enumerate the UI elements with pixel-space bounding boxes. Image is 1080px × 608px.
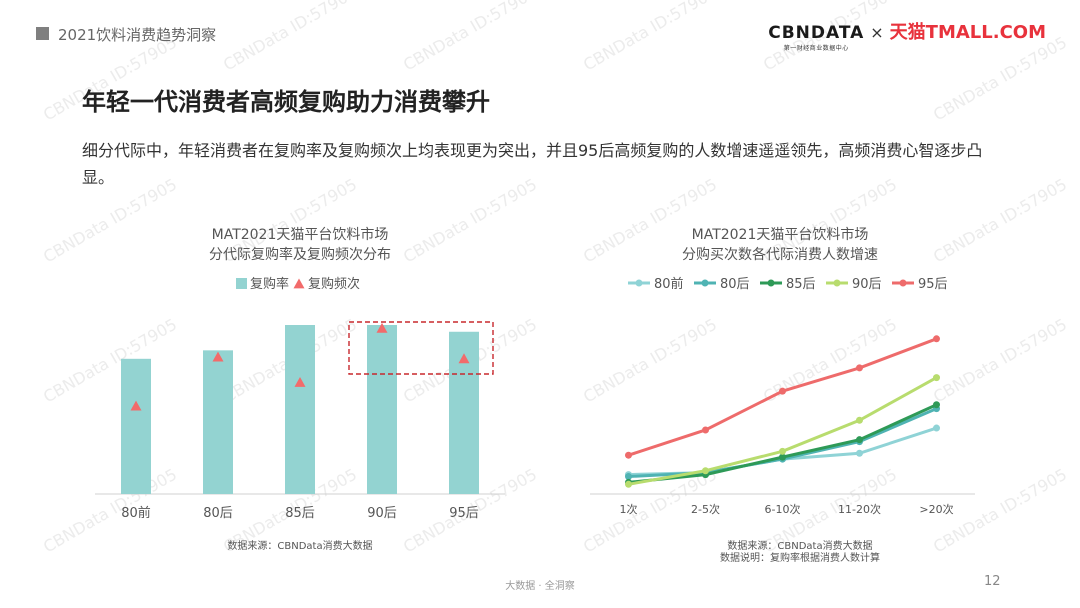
data-point-90后 [702, 467, 709, 475]
logo-separator: × [870, 23, 884, 42]
tmall-logo-text: 天猫TMALL.COM [889, 22, 1046, 43]
x-tick-label: 6-10次 [765, 502, 801, 516]
header-square-icon [36, 27, 49, 40]
triangle-marker-90后 [376, 322, 388, 333]
legend-label-80前: 80前 [654, 276, 684, 292]
right-chart-source-line-1: 数据来源：CBNData消费大数据 [727, 541, 873, 552]
triangle-marker-80前 [130, 400, 142, 411]
triangle-marker-80后 [212, 351, 224, 362]
highlight-box [348, 321, 494, 375]
data-point-90后 [933, 374, 940, 382]
legend-swatch-bar [236, 278, 247, 289]
x-tick-label: 80前 [121, 505, 151, 521]
data-point-95后 [702, 426, 709, 434]
data-point-90后 [856, 416, 863, 424]
report-title: 2021饮料消费趋势洞察 [58, 26, 217, 44]
bar-80后 [203, 350, 233, 494]
left-chart-title: MAT2021天猫平台饮料市场 分代际复购率及复购频次分布 [120, 225, 480, 265]
left-chart-title-line-1: MAT2021天猫平台饮料市场 [211, 227, 389, 243]
data-point-95后 [856, 364, 863, 372]
x-tick-label: 1次 [620, 502, 638, 516]
right-chart-title-line-1: MAT2021天猫平台饮料市场 [691, 227, 869, 243]
right-line-chart: 80前 80后 85后 90后 95后 1次 2-5次 6-10次 11-20次 >20次 [590, 276, 975, 516]
legend-label-90后: 90后 [852, 277, 882, 292]
page-number: 12 [984, 574, 1001, 589]
data-point-90后 [625, 480, 632, 488]
data-point-85后 [856, 436, 863, 444]
legend-label-95后: 95后 [918, 277, 948, 292]
x-tick-label: 2-5次 [691, 502, 720, 516]
data-point-85后 [779, 453, 786, 461]
footer-text: 大数据 · 全洞察 [505, 581, 575, 592]
left-legend: 复购率 复购频次 [236, 276, 360, 292]
series-line-95后 [628, 337, 938, 457]
data-point-95后 [779, 387, 786, 395]
legend-label-bar: 复购率 [250, 276, 289, 292]
legend-marker-85后 [767, 279, 775, 287]
cbndata-logo: CBNDATA 第一财经商业数据中心 [768, 24, 864, 52]
data-point-80前 [856, 449, 863, 457]
data-point-85后 [933, 401, 940, 409]
legend-marker-90后 [833, 279, 841, 287]
legend-swatch-triangle [293, 278, 305, 289]
legend-label-80后: 80后 [720, 277, 750, 292]
right-chart-source-line-2: 数据说明：复购率根据消费人数计算 [720, 553, 880, 564]
bar-85后 [285, 325, 315, 494]
bar-80前 [121, 358, 151, 494]
right-legend: 80前 80后 85后 90后 95后 [628, 276, 948, 292]
cbndata-logo-subtext: 第一财经商业数据中心 [783, 45, 849, 52]
left-chart-source: 数据来源：CBNData消费大数据 [227, 541, 373, 552]
x-tick-label: >20次 [919, 502, 953, 516]
data-point-95后 [625, 451, 632, 459]
x-tick-label: 95后 [449, 506, 479, 521]
legend-marker-80前 [635, 279, 643, 287]
brand-logo: CBNDATA 第一财经商业数据中心 × 天猫TMALL.COM [768, 22, 1046, 53]
page-heading: 年轻一代消费者高频复购助力消费攀升 [82, 88, 490, 116]
legend-marker-80后 [701, 279, 709, 287]
description-text: 细分代际中，年轻消费者在复购率及复购频次上均表现更为突出，并且95后高频复购的人… [82, 141, 983, 187]
x-tick-label: 11-20次 [838, 502, 881, 516]
x-tick-label: 85后 [285, 506, 315, 521]
right-chart-source: 数据来源：CBNData消费大数据 数据说明：复购率根据消费人数计算 [630, 541, 970, 565]
data-point-80后 [625, 473, 632, 481]
x-tick-label: 80后 [203, 506, 233, 521]
x-tick-label: 90后 [367, 506, 397, 521]
cbndata-logo-text: CBNDATA [768, 23, 865, 43]
bar-90后 [367, 325, 397, 494]
left-chart-title-line-2: 分代际复购率及复购频次分布 [209, 247, 391, 263]
data-point-90后 [779, 447, 786, 455]
data-point-95后 [933, 335, 940, 343]
right-chart-title-line-2: 分购买次数各代际消费人数增速 [682, 247, 878, 263]
left-bar-chart: 复购率 复购频次 80前 80后 85后 90后 95后 [95, 276, 505, 521]
data-point-80前 [933, 424, 940, 432]
triangle-marker-95后 [458, 353, 470, 364]
right-chart-title: MAT2021天猫平台饮料市场 分购买次数各代际消费人数增速 [600, 225, 960, 265]
triangle-marker-85后 [294, 376, 306, 387]
legend-label-triangle: 复购频次 [308, 276, 360, 292]
legend-label-85后: 85后 [786, 277, 816, 292]
legend-marker-95后 [899, 279, 907, 287]
